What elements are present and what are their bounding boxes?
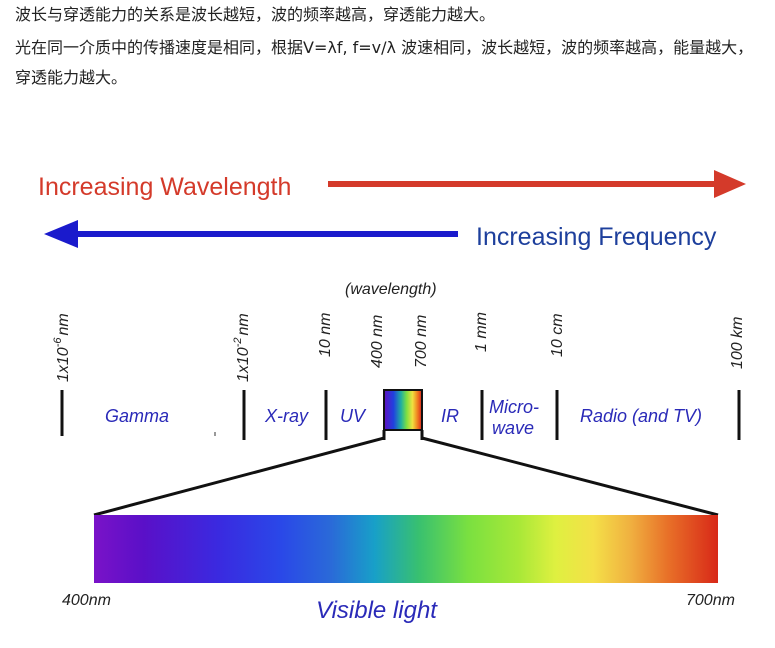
band-micro: Micro-: [489, 397, 539, 417]
tick-label-700nm: 700 nm: [413, 315, 430, 368]
band-x-ray: X-ray: [264, 406, 309, 426]
band-gamma: Gamma: [105, 406, 169, 426]
band-ir: IR: [441, 406, 459, 426]
paragraph-1: 波长与穿透能力的关系是波长越短，波的频率越高，穿透能力越大。: [15, 5, 496, 24]
tick-label-100km: 100 km: [729, 317, 746, 369]
mini-visible-spectrum: [383, 389, 423, 431]
frequency-arrow-head: [44, 220, 78, 248]
tick-label-400nm: 400 nm: [369, 315, 386, 368]
tick-label-1mm: 1 mm: [473, 312, 490, 352]
visible-end-label: 700nm: [686, 592, 735, 609]
expansion-line-left: [93, 436, 385, 517]
wavelength-arrow-head: [714, 170, 746, 198]
visible-start-label: 400nm: [62, 592, 111, 609]
expansion-line-right: [421, 436, 719, 517]
band-uv: UV: [340, 406, 367, 426]
tick-label-1e-6nm: 1x10-6nm: [52, 313, 72, 382]
band-radio: Radio (and TV): [580, 406, 702, 426]
visible-spectrum-bar: [94, 515, 718, 583]
wavelength-caption: (wavelength): [345, 281, 437, 298]
band-wave: wave: [492, 418, 534, 438]
visible-light-label: Visible light: [316, 597, 438, 624]
paragraph-2: 光在同一介质中的传播速度是相同，根据V=λf, f=v/λ 波速相同，波长越短，…: [15, 38, 754, 87]
increasing-frequency-label: Increasing Frequency: [476, 223, 717, 251]
tick-label-10cm: 10 cm: [549, 313, 566, 357]
tick-label-10nm: 10 nm: [317, 313, 334, 357]
tick-label-1e-2nm: 1x10-2nm: [232, 313, 252, 382]
increasing-wavelength-label: Increasing Wavelength: [38, 173, 291, 201]
